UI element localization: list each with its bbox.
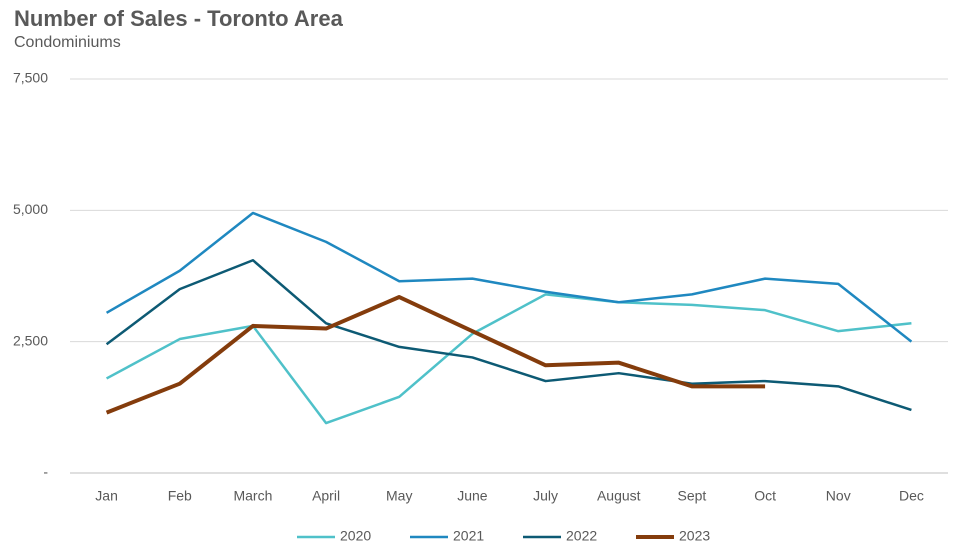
x-tick-label: April xyxy=(312,488,340,504)
series-line xyxy=(105,211,913,343)
x-tick-label: May xyxy=(386,488,412,504)
x-tick-label: Feb xyxy=(168,488,192,504)
x-tick-label: June xyxy=(457,488,488,504)
x-tick-label: March xyxy=(233,488,272,504)
x-tick-label: August xyxy=(597,488,641,504)
legend-label: 2021 xyxy=(453,528,484,544)
x-tick-label: Jan xyxy=(95,488,118,504)
series-line xyxy=(105,258,912,412)
x-tick-label: Nov xyxy=(826,488,851,504)
y-tick-label: 5,000 xyxy=(13,201,48,217)
series-line xyxy=(105,293,912,425)
y-tick-label: 2,500 xyxy=(13,332,48,348)
x-tick-label: Sept xyxy=(678,488,707,504)
y-tick-label: - xyxy=(43,464,48,480)
legend-label: 2022 xyxy=(566,528,597,544)
legend-label: 2020 xyxy=(340,528,371,544)
chart-title: Number of Sales - Toronto Area xyxy=(14,6,344,31)
x-tick-label: Oct xyxy=(754,488,776,504)
series-line xyxy=(105,295,766,415)
x-tick-label: Dec xyxy=(899,488,924,504)
legend-label: 2023 xyxy=(679,528,710,544)
x-tick-label: July xyxy=(533,488,558,504)
chart-subtitle: Condominiums xyxy=(14,34,121,51)
y-tick-label: 7,500 xyxy=(13,70,48,86)
